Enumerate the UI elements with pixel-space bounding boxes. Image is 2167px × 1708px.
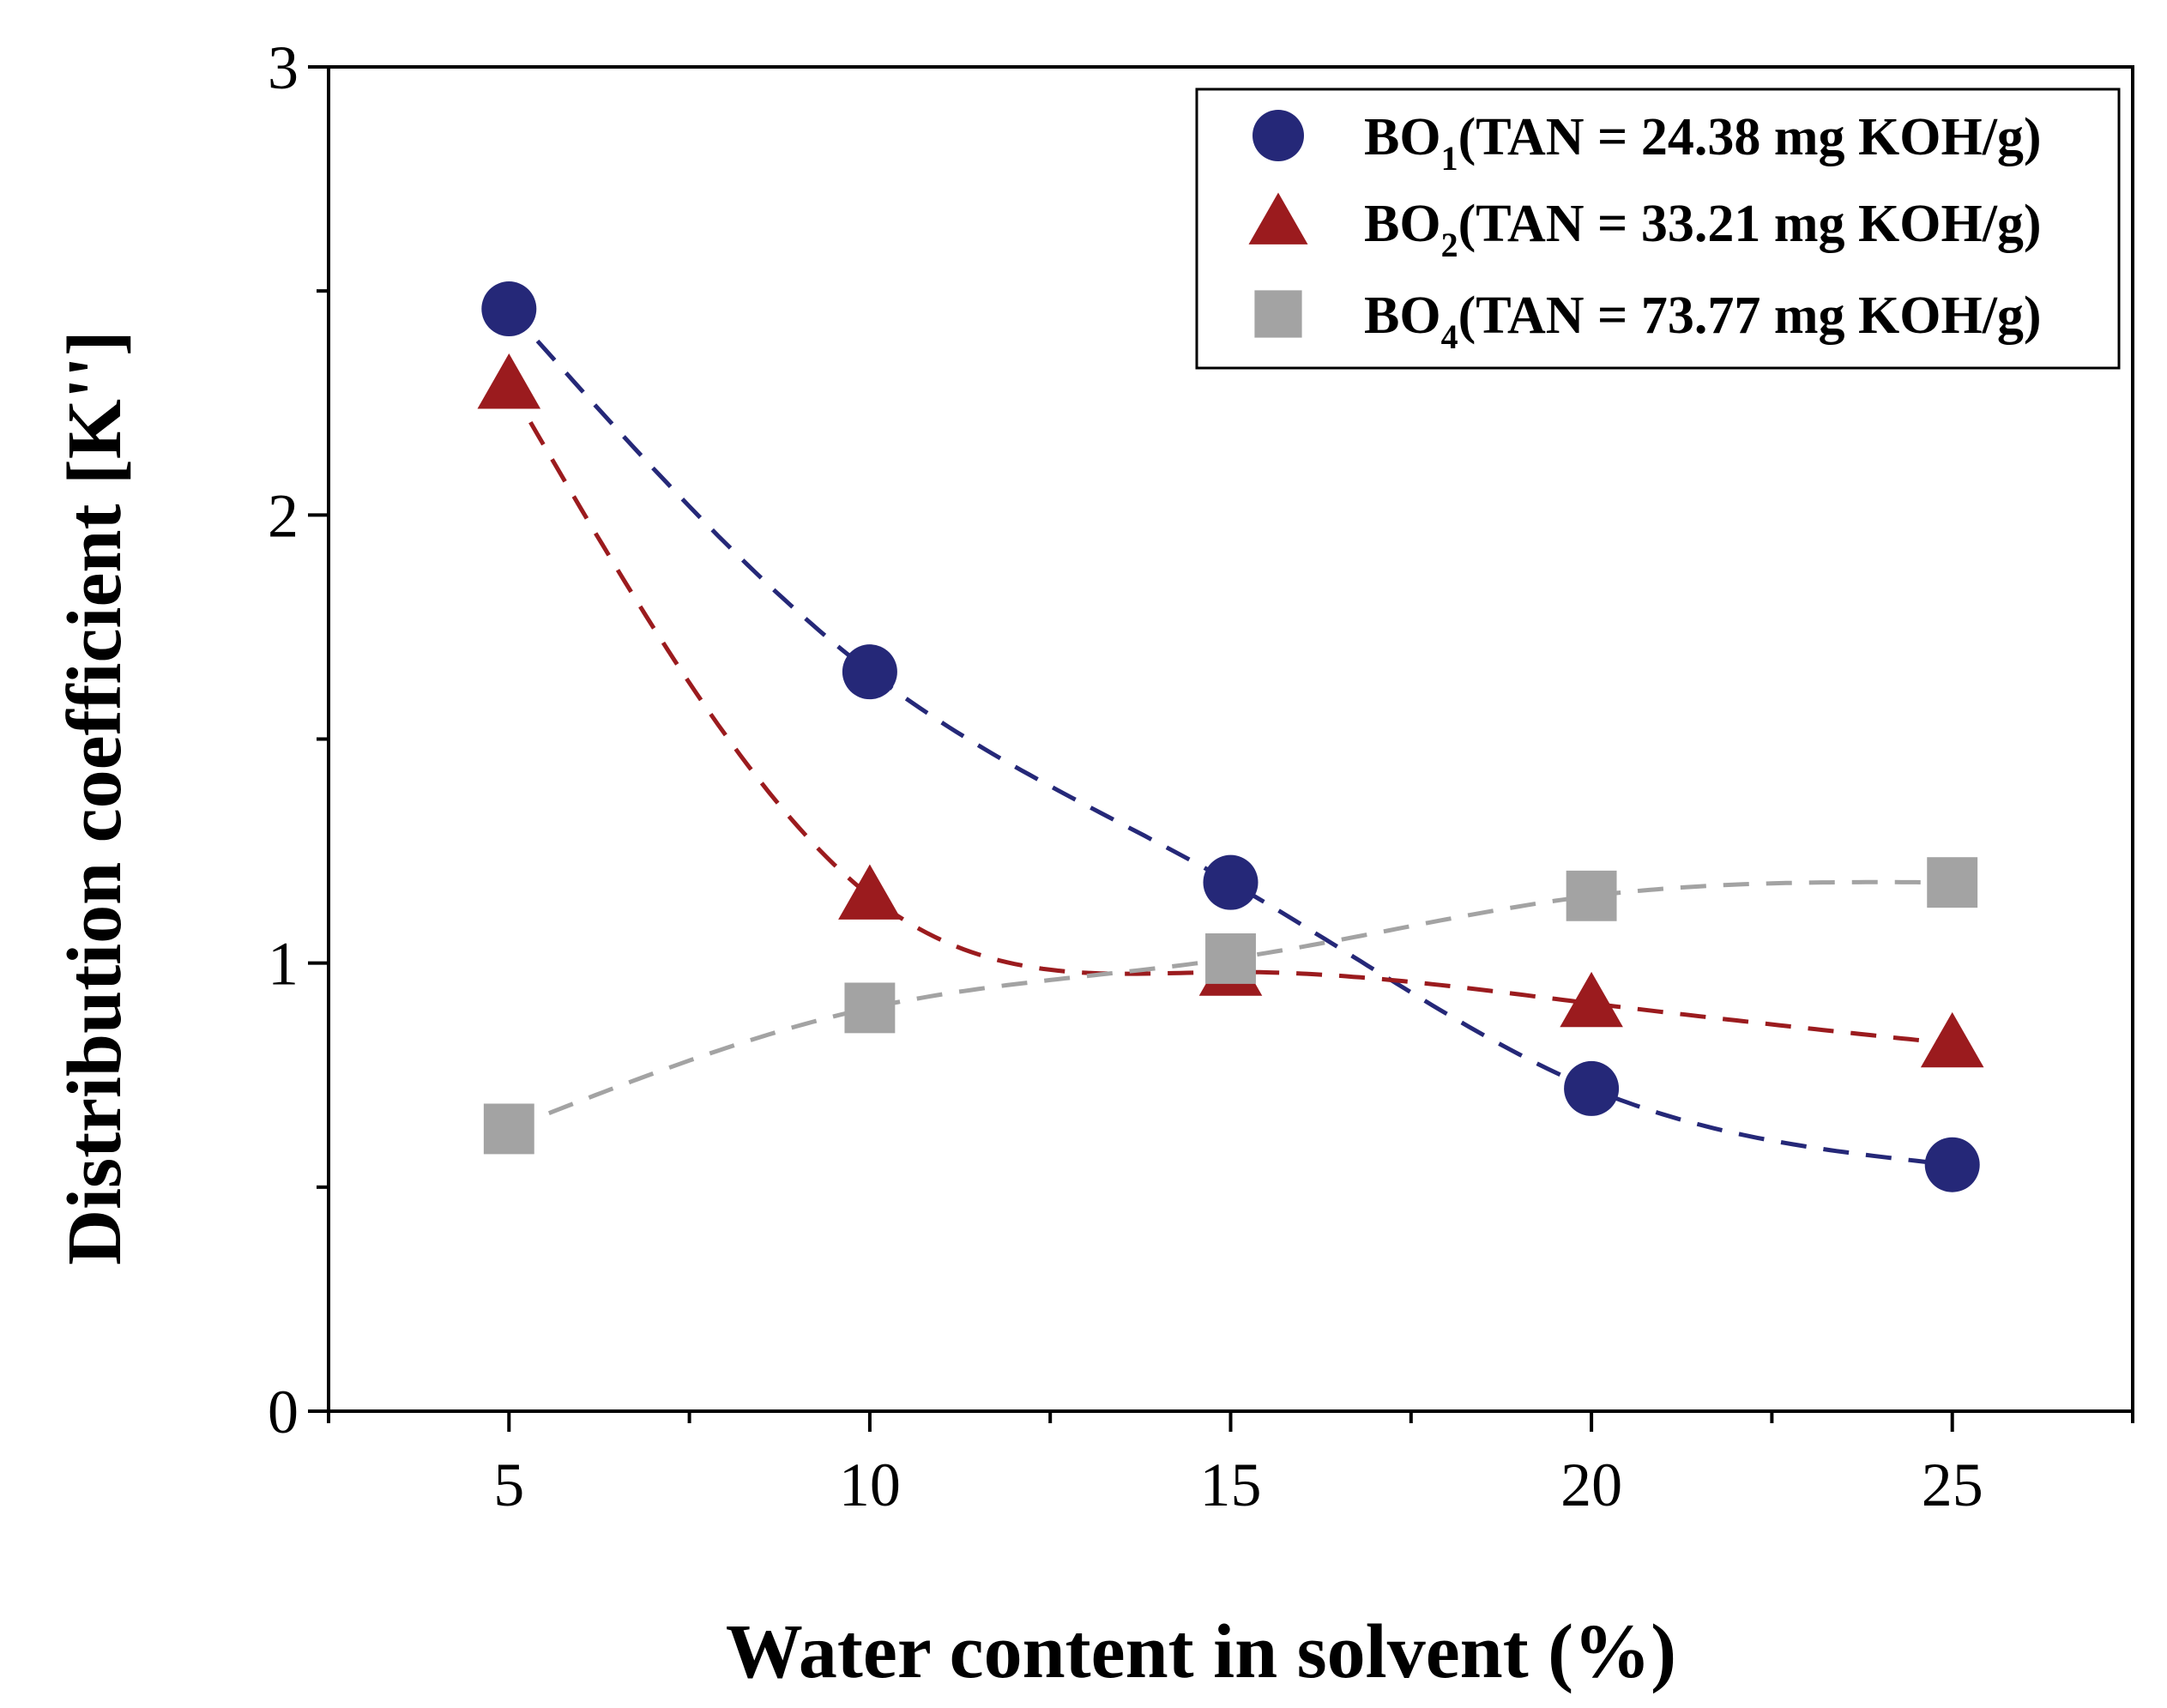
x-axis: 5 10 15 20 25 (327, 1411, 2134, 1519)
y-tick-label: 1 (268, 930, 299, 999)
y-tick-label: 2 (268, 481, 299, 550)
data-point-bo4 (844, 982, 896, 1034)
legend-box (1195, 88, 2121, 370)
x-tick-label: 15 (1200, 1451, 1262, 1519)
x-tick-label: 10 (839, 1451, 901, 1519)
data-point-bo1 (481, 281, 537, 337)
fit-line-bo4 (508, 879, 1953, 1132)
data-point-bo2 (1560, 971, 1623, 1028)
data-point-bo4 (1566, 870, 1617, 921)
x-tick-label: 5 (493, 1451, 524, 1519)
data-point-bo1 (1924, 1137, 1980, 1192)
y-tick-label: 0 (268, 1378, 299, 1446)
data-point-bo1 (1203, 854, 1259, 910)
x-axis-title: Water content in solvent (%) (726, 1609, 1676, 1694)
legend-marker-bo1 (1253, 110, 1304, 161)
legend-label-bo1: BO1(TAN = 24.38 mg KOH/g) (1364, 108, 2042, 178)
data-point-bo4 (1205, 933, 1256, 984)
data-point-bo4 (483, 1103, 534, 1155)
y-tick-label: 3 (268, 33, 299, 102)
data-point-bo2 (1920, 1011, 1984, 1068)
legend-marker-bo4 (1254, 290, 1302, 338)
legend-label-bo4: BO4(TAN = 73.77 mg KOH/g) (1364, 287, 2042, 356)
data-point-bo1 (842, 644, 897, 700)
data-points (477, 281, 1984, 1192)
data-point-bo2 (838, 864, 902, 920)
fit-lines (507, 307, 1953, 1168)
x-tick-label: 20 (1560, 1451, 1622, 1519)
y-axis: 0 1 2 3 (268, 33, 329, 1446)
data-point-bo4 (1927, 857, 1978, 908)
data-point-bo2 (477, 353, 541, 409)
legend: BO1(TAN = 24.38 mg KOH/g) BO2(TAN = 33.21… (1195, 88, 2121, 370)
fit-line-bo1 (507, 307, 1953, 1168)
legend-marker-bo2 (1248, 192, 1308, 244)
x-tick-label: 25 (1922, 1451, 1983, 1519)
y-axis-title: Distribution coefficient [K''] (52, 330, 137, 1265)
data-point-bo1 (1564, 1060, 1620, 1116)
legend-label-bo2: BO2(TAN = 33.21 mg KOH/g) (1364, 195, 2042, 264)
